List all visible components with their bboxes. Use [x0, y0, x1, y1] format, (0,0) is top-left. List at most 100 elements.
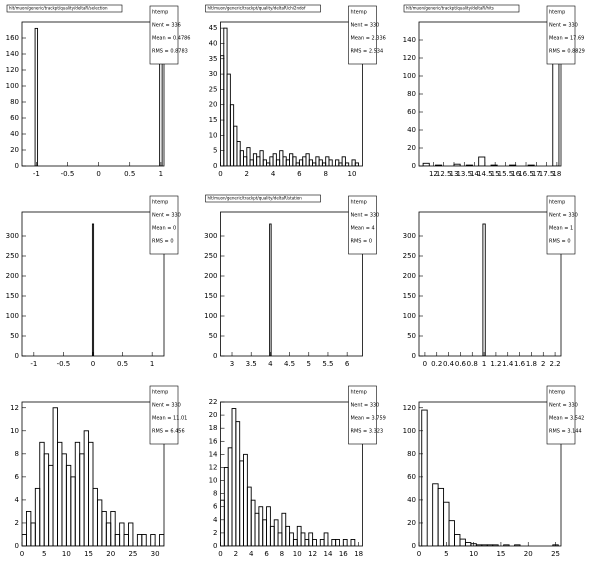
bin	[482, 223, 486, 356]
bin	[229, 104, 235, 166]
y-tick-label: 200	[204, 272, 217, 280]
x-tick-label: 1.8	[526, 360, 537, 368]
x-tick-label: 5	[307, 360, 311, 368]
x-tick-label: 1.2	[490, 360, 501, 368]
bin	[74, 441, 81, 546]
bin	[308, 159, 313, 166]
bin	[269, 156, 274, 166]
bin	[91, 223, 95, 356]
bin	[150, 534, 156, 546]
frame	[418, 21, 562, 167]
chart-title: hlt/muon/generic/trackpt/quality/deltaR/…	[9, 6, 108, 11]
bin	[262, 159, 267, 166]
bin	[70, 476, 76, 546]
x-tick-label: 13.5	[456, 170, 472, 178]
x-tick-label: 5	[42, 550, 46, 558]
bin	[92, 487, 98, 546]
x-tick-label: 20	[524, 550, 533, 558]
bin	[300, 532, 306, 546]
x-tick-label: 0.8	[467, 360, 478, 368]
stats-line: htemp	[152, 10, 168, 16]
stats-box: htemp Nent = 330 Mean = 17.69 RMS = 0.8829	[546, 5, 585, 65]
bin	[328, 159, 333, 166]
stats-line: htemp	[549, 10, 565, 16]
x-tick-label: 18	[552, 170, 561, 178]
bin	[48, 464, 54, 546]
stats-frame	[348, 195, 377, 255]
y-tick-label: 200	[403, 272, 416, 280]
x-tick-label: 15	[496, 550, 505, 558]
x-tick-label: 2	[234, 550, 238, 558]
x-tick-label: 8	[323, 170, 327, 178]
x-tick-label: 6	[297, 170, 302, 178]
bin	[256, 156, 261, 166]
y-tick-label: 35	[209, 55, 218, 63]
bin	[486, 544, 494, 546]
x-tick-label: 1	[482, 360, 486, 368]
bin	[30, 522, 36, 546]
bin	[43, 453, 50, 546]
bin	[272, 153, 277, 166]
stats-line: Mean = 0	[152, 226, 176, 232]
stats-box: htemp Nent = 330 Mean = 1 RMS = 0	[546, 195, 578, 255]
bin	[325, 156, 330, 166]
bin	[235, 421, 241, 546]
bin	[478, 156, 486, 166]
stats-line: htemp	[549, 390, 565, 396]
x-tick-label: 17	[532, 170, 541, 178]
y-tick-label: 150	[403, 292, 416, 300]
y-tick-label: 250	[6, 252, 19, 260]
bin	[281, 512, 287, 546]
stats-line: RMS = 2.534	[351, 49, 384, 55]
bin	[65, 464, 72, 546]
histogram	[269, 223, 272, 356]
y-tick-label: 40	[10, 130, 19, 138]
stats-line: Mean = 11.01	[152, 416, 187, 422]
frame	[418, 401, 562, 547]
x-tick-label: 4	[268, 360, 273, 368]
bin	[341, 156, 346, 166]
bin	[262, 519, 268, 546]
x-tick-label: 2	[541, 360, 545, 368]
x-tick-label: 10	[348, 170, 357, 178]
x-tick-label: 10	[469, 550, 478, 558]
stats-line: htemp	[549, 200, 565, 206]
bin	[351, 159, 356, 166]
bin	[342, 539, 348, 546]
x-tick-label: 14.5	[477, 170, 493, 178]
bin	[159, 534, 164, 546]
bin	[295, 162, 300, 166]
y-tick-label: 8	[15, 450, 19, 458]
x-tick-label: -1	[33, 170, 40, 178]
frame	[21, 21, 165, 167]
y-tick-label: 20	[209, 101, 218, 109]
bin	[279, 150, 284, 166]
y-tick-label: 0	[15, 352, 19, 360]
x-tick-label: -0.5	[61, 170, 75, 178]
bin	[101, 510, 107, 546]
bin	[243, 156, 248, 166]
stats-line: Nent = 330	[351, 403, 380, 409]
title-box	[403, 4, 520, 13]
x-tick-label: 0	[218, 170, 222, 178]
bin	[296, 525, 302, 546]
y-tick-label: 0	[15, 162, 19, 170]
x-tick-label: 4	[249, 550, 254, 558]
x-tick-label: 0	[91, 360, 95, 368]
stats-frame	[149, 195, 179, 255]
y-tick-label: 60	[407, 108, 416, 116]
frame	[21, 211, 165, 357]
panel: 0 2 4 6 8 10 12 0 5 10 15 20 25 30 htemp Nent = 330 Mean…	[10, 385, 187, 558]
stats-line: Mean = 0.4786	[152, 36, 191, 42]
bin	[246, 147, 251, 166]
y-tick-label: 300	[204, 232, 217, 240]
x-tick-label: 14	[323, 550, 332, 558]
y-tick-label: 20	[10, 146, 19, 154]
y-tick-label: 250	[403, 252, 416, 260]
bin	[258, 506, 264, 546]
x-tick-label: 30	[151, 550, 160, 558]
stats-line: htemp	[351, 390, 367, 396]
y-tick-label: 2	[213, 529, 217, 537]
x-tick-label: 13	[450, 170, 459, 178]
